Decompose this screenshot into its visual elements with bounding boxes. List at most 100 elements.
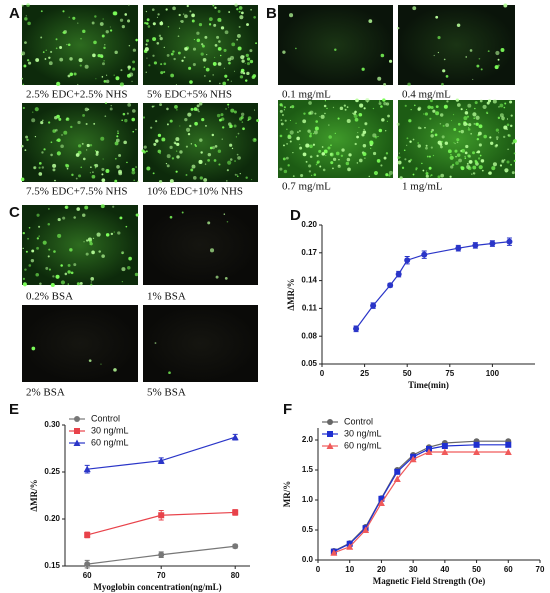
fluorescent-spot <box>487 172 491 175</box>
fluorescent-spot <box>482 104 487 109</box>
fluorescent-spot <box>198 110 200 113</box>
fluorescent-spot <box>223 48 227 52</box>
fluorescent-spot <box>68 16 70 18</box>
fluorescent-spot <box>189 80 193 84</box>
fluorescent-spot <box>238 10 241 13</box>
fluorescent-spot <box>41 151 44 154</box>
fluorescent-spot <box>239 173 241 175</box>
fluorescent-spot <box>303 112 306 115</box>
fluorescent-spot <box>31 346 36 351</box>
fluorescent-spot <box>208 80 211 83</box>
fluorescent-spot <box>425 144 428 147</box>
fluorescent-spot <box>437 175 441 179</box>
fluorescent-spot <box>282 50 286 54</box>
fluorescent-spot <box>135 128 137 131</box>
fluorescent-spot <box>249 59 254 64</box>
fluorescent-spot <box>88 239 93 244</box>
fluorescent-spot <box>439 122 442 125</box>
fluorescent-spot <box>496 138 498 140</box>
fluorescent-spot <box>73 72 77 76</box>
fluorescent-spot <box>506 160 510 164</box>
fluorescent-spot <box>453 128 457 131</box>
fluorescent-spot <box>135 166 137 168</box>
x-axis-title: Myoglobin concentration(ng/mL) <box>93 582 221 592</box>
fluorescent-spot <box>338 164 340 167</box>
x-tick-label: 0 <box>320 369 325 378</box>
fluorescent-spot <box>409 140 412 143</box>
fluorescent-spot <box>241 69 244 71</box>
fluorescent-spot <box>43 148 46 151</box>
fluorescent-spot <box>103 80 107 83</box>
fluorescent-spot <box>177 35 180 38</box>
fluorescent-spot <box>319 165 322 168</box>
fluorescent-spot <box>131 117 136 122</box>
fluorescent-spot <box>84 205 89 210</box>
fluorescent-spot <box>181 59 184 62</box>
fluorescent-spot <box>497 64 500 67</box>
fluorescent-spot <box>302 119 307 124</box>
y-tick-label: 0.05 <box>301 359 317 368</box>
fluorescent-spot <box>238 6 243 10</box>
fluorescent-spot <box>475 122 479 126</box>
fluorescent-spot <box>385 102 390 106</box>
fluorescent-spot <box>30 259 35 263</box>
fluorescent-spot <box>201 44 205 48</box>
fluorescent-spot <box>184 118 188 122</box>
marker <box>158 551 165 558</box>
fluorescent-spot <box>56 114 60 119</box>
fluorescent-spot <box>81 142 84 145</box>
fluorescent-spot <box>192 47 197 51</box>
fluorescent-spot <box>89 243 91 245</box>
fluorescent-spot <box>403 149 406 152</box>
fluorescent-spot <box>435 15 439 19</box>
fluorescent-spot <box>38 225 41 228</box>
fluorescent-spot <box>82 29 86 34</box>
fluorescent-spot <box>22 106 25 110</box>
fluorescent-spot <box>250 8 253 11</box>
fluorescent-spot <box>213 23 217 27</box>
fluorescent-spot <box>368 175 370 178</box>
fluorescent-spot <box>229 143 233 147</box>
fluorescent-spot <box>281 105 284 107</box>
fluorescent-spot <box>86 149 88 151</box>
fluorescent-spot <box>204 35 208 39</box>
fluorescent-spot <box>190 107 194 111</box>
fluorescent-spot <box>122 112 126 116</box>
fluorescent-spot <box>466 162 469 165</box>
fluorescent-spot <box>201 118 205 122</box>
fluorescent-spot <box>146 18 150 22</box>
fluorescent-spot <box>198 159 203 165</box>
fluorescent-spot <box>146 57 148 59</box>
fluorescent-spot <box>397 26 400 30</box>
fluorescent-spot <box>281 113 284 116</box>
y-tick-label: 0.20 <box>44 514 60 523</box>
fluorescent-spot <box>470 133 472 135</box>
fluorescent-spot <box>145 150 148 153</box>
fluorescent-spot <box>128 4 130 6</box>
series-line <box>333 440 509 552</box>
y-tick-label: 0.14 <box>301 276 317 285</box>
fluorescent-spot <box>413 104 416 107</box>
marker <box>330 549 338 556</box>
fluorescent-spot <box>472 78 474 80</box>
fluorescent-spot <box>225 108 227 110</box>
fluorescent-spot <box>477 157 481 160</box>
legend-label: Control <box>91 413 120 423</box>
fluorescent-spot <box>433 54 435 57</box>
fluorescent-spot <box>292 152 294 154</box>
fluorescent-spot <box>513 159 516 162</box>
fluorescent-spot <box>126 161 128 164</box>
fluorescent-spot <box>40 36 43 39</box>
fluorescent-spot <box>246 62 251 66</box>
fluorescent-spot <box>246 57 251 61</box>
fluorescent-spot <box>22 83 25 86</box>
fluorescent-spot <box>503 106 506 109</box>
fluorescent-spot <box>451 163 455 167</box>
fluorescent-spot <box>332 157 337 161</box>
marker <box>425 448 433 455</box>
fluorescent-spot <box>491 166 496 171</box>
fluorescent-spot <box>355 98 359 103</box>
fluorescent-spot <box>498 106 500 108</box>
fluorescent-spot <box>105 233 110 237</box>
fluorescent-spot <box>362 144 367 148</box>
